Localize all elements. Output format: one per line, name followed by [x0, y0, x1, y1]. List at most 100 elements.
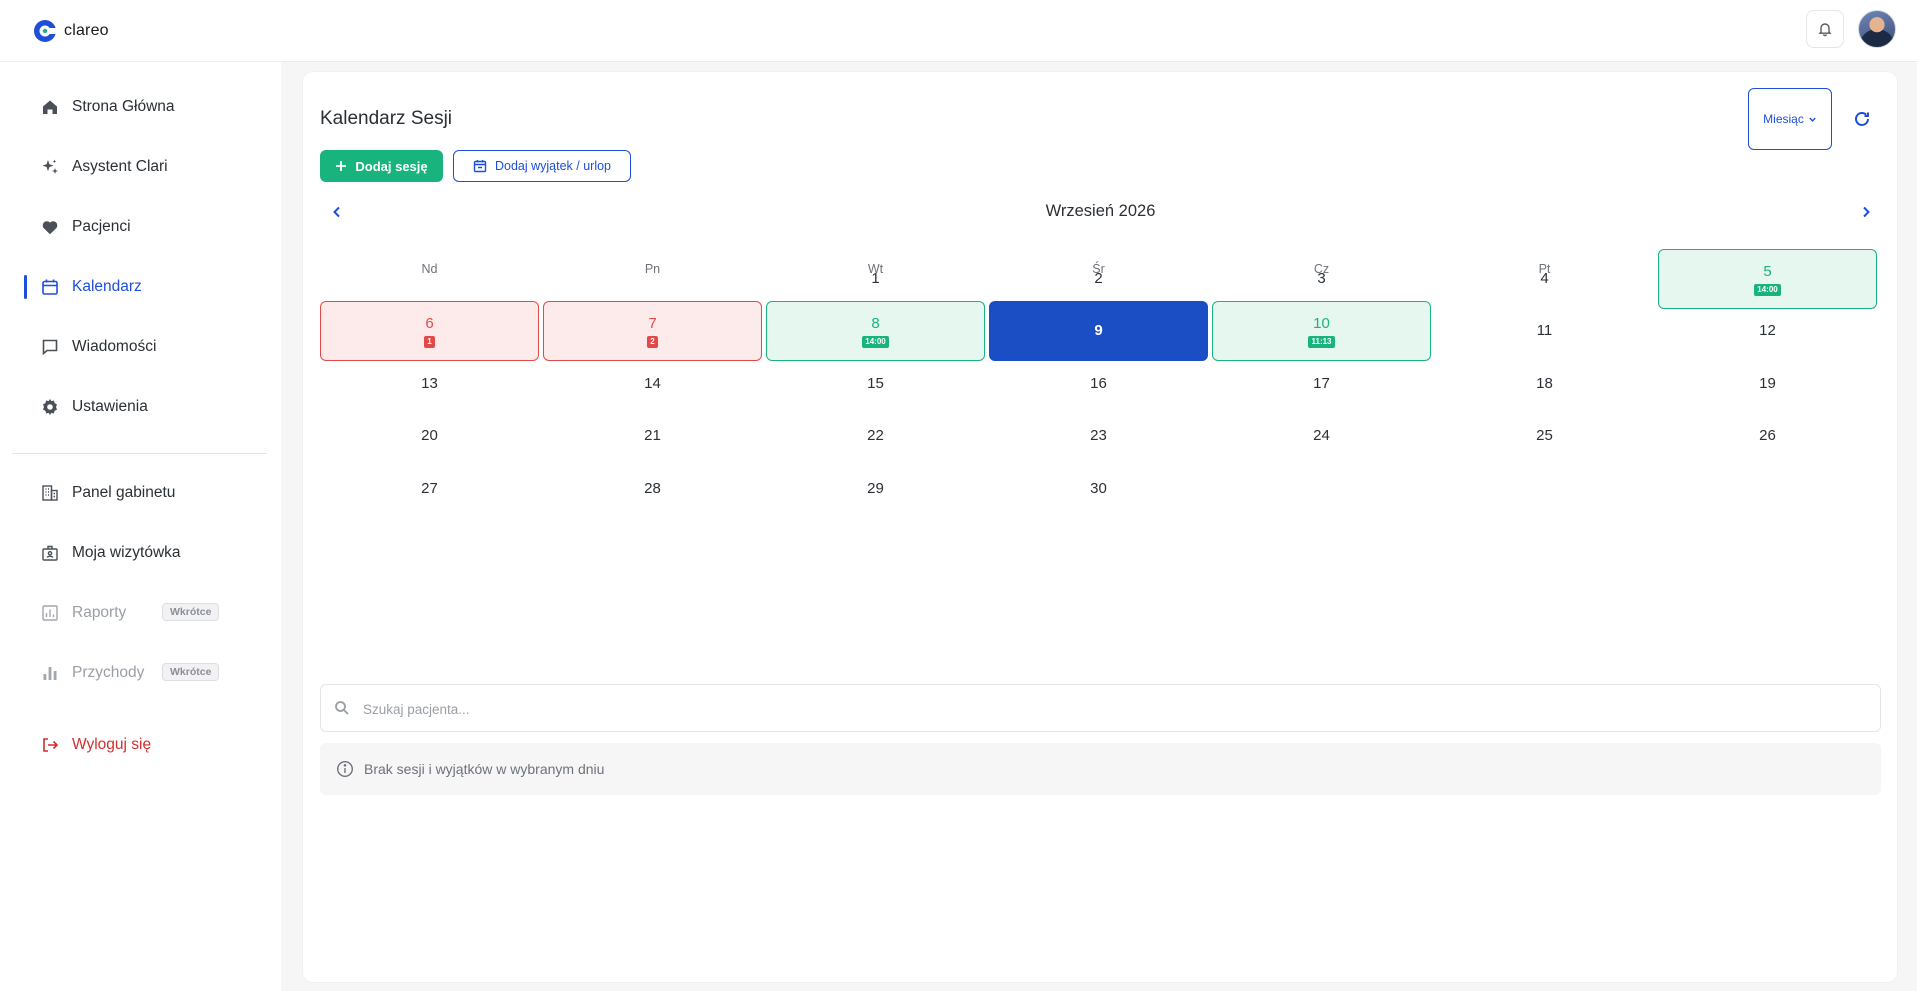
calendar-day[interactable]: 24: [1212, 406, 1431, 466]
sidebar-item-settings[interactable]: Ustawienia: [0, 385, 281, 429]
calendar-off-icon: [473, 160, 487, 173]
weekday-header: Pt: [1538, 262, 1551, 276]
patient-search: [320, 684, 1881, 732]
badge-icon: [42, 545, 58, 561]
sidebar: Strona Główna Asystent Clari Pacjenci Ka…: [0, 62, 281, 991]
day-event-tag: 14:00: [862, 335, 889, 348]
heart-icon: [42, 221, 58, 235]
clareo-logo-icon: [34, 20, 57, 42]
sidebar-item-messages[interactable]: Wiadomości: [0, 325, 281, 369]
month-navigation: Wrzesień 2026: [320, 197, 1881, 227]
search-input[interactable]: [363, 697, 1863, 721]
day-number: 8: [871, 314, 880, 332]
day-number: 4: [1540, 270, 1549, 287]
view-mode-value: Miesiąc: [1763, 112, 1804, 126]
coming-soon-badge: Wkrótce: [162, 663, 220, 681]
calendar-day[interactable]: 4: [1435, 249, 1654, 309]
empty-state: Brak sesji i wyjątków w wybranym dniu: [320, 743, 1881, 795]
day-number: 18: [1536, 375, 1553, 392]
sidebar-divider: [12, 453, 267, 454]
bell-icon: [1818, 23, 1832, 37]
sidebar-item-patients[interactable]: Pacjenci: [0, 205, 281, 249]
day-number: 25: [1536, 427, 1553, 444]
app-logo[interactable]: clareo: [32, 18, 109, 44]
add-exception-button[interactable]: Dodaj wyjątek / urlop: [453, 150, 631, 182]
app-name: clareo: [64, 22, 109, 39]
calendar-day[interactable]: 30: [989, 459, 1208, 519]
chevron-left-icon: [333, 206, 340, 218]
sidebar-item-label: Wyloguj się: [72, 736, 152, 753]
calendar-day[interactable]: 26: [1658, 406, 1877, 466]
calendar-day[interactable]: 11: [1435, 301, 1654, 361]
calendar-day[interactable]: 5 14:00: [1658, 249, 1877, 309]
day-number: 3: [1317, 270, 1326, 287]
calendar-day[interactable]: 14: [543, 354, 762, 414]
calendar-day[interactable]: 28: [543, 459, 762, 519]
weekday-header: Śr: [1092, 262, 1105, 276]
calendar-day[interactable]: 9: [989, 301, 1208, 361]
sidebar-item-assistant[interactable]: Asystent Clari: [0, 145, 281, 189]
add-session-button[interactable]: Dodaj sesję: [320, 150, 443, 182]
calendar-day[interactable]: 16: [989, 354, 1208, 414]
sidebar-item-label: Wiadomości: [72, 338, 157, 355]
day-event-tag: 14:00: [1754, 283, 1781, 296]
refresh-button[interactable]: [1850, 107, 1874, 131]
weekday-header: Nd: [421, 262, 438, 276]
chevron-down-icon: [1809, 117, 1816, 122]
day-number: 5: [1763, 262, 1772, 280]
day-number: 26: [1759, 427, 1776, 444]
calendar-day[interactable]: 3: [1212, 249, 1431, 309]
add-session-label: Dodaj sesję: [355, 158, 428, 174]
weekday-header: Pn: [644, 262, 661, 276]
day-number: 30: [1090, 480, 1107, 497]
calendar-day[interactable]: 10 11:13: [1212, 301, 1431, 361]
day-number: 16: [1090, 375, 1107, 392]
sidebar-item-logout[interactable]: Wyloguj się: [0, 723, 281, 767]
calendar-day[interactable]: 18: [1435, 354, 1654, 414]
calendar-day[interactable]: 25: [1435, 406, 1654, 466]
calendar-icon: [42, 279, 58, 295]
chevron-right-icon: [1863, 206, 1870, 218]
notifications-button[interactable]: [1806, 10, 1844, 48]
sidebar-item-label: Kalendarz: [72, 278, 142, 295]
calendar-day[interactable]: 8 14:00: [766, 301, 985, 361]
calendar-day[interactable]: 12: [1658, 301, 1877, 361]
calendar-day[interactable]: 19: [1658, 354, 1877, 414]
sidebar-item-label: Ustawienia: [72, 398, 148, 415]
gear-icon: [43, 399, 57, 415]
calendar-day[interactable]: 1: [766, 249, 985, 309]
day-number: 2: [1094, 270, 1103, 287]
previous-month-button[interactable]: [324, 199, 350, 225]
user-avatar[interactable]: [1858, 10, 1896, 48]
day-number: 11: [1536, 322, 1553, 339]
sidebar-item-clinic-panel[interactable]: Panel gabinetu: [0, 471, 281, 515]
chat-icon: [42, 339, 58, 356]
calendar-day[interactable]: 17: [1212, 354, 1431, 414]
sidebar-item-calendar[interactable]: Kalendarz: [0, 265, 281, 309]
calendar-day[interactable]: 22: [766, 406, 985, 466]
calendar-day[interactable]: 27: [320, 459, 539, 519]
sidebar-item-home[interactable]: Strona Główna: [0, 85, 281, 129]
day-event-tag: 2: [647, 335, 658, 348]
sidebar-item-business-card[interactable]: Moja wizytówka: [0, 531, 281, 575]
next-month-button[interactable]: [1853, 199, 1879, 225]
day-number: 22: [867, 427, 884, 444]
day-number: 29: [867, 480, 884, 497]
sidebar-item-label: Panel gabinetu: [72, 484, 176, 501]
view-mode-select[interactable]: Miesiąc: [1748, 88, 1832, 150]
calendar-day[interactable]: 15: [766, 354, 985, 414]
day-number: 20: [421, 427, 438, 444]
day-number: 24: [1313, 427, 1330, 444]
day-number: 14: [644, 375, 661, 392]
calendar-day[interactable]: 21: [543, 406, 762, 466]
sidebar-item-reports: Raporty Wkrótce: [0, 591, 281, 635]
calendar-day[interactable]: 29: [766, 459, 985, 519]
day-number: 19: [1759, 375, 1776, 392]
calendar-day[interactable]: 20: [320, 406, 539, 466]
day-event-tag: 1: [424, 335, 435, 348]
calendar-day[interactable]: 23: [989, 406, 1208, 466]
calendar-day[interactable]: 13: [320, 354, 539, 414]
calendar-day[interactable]: 2: [989, 249, 1208, 309]
